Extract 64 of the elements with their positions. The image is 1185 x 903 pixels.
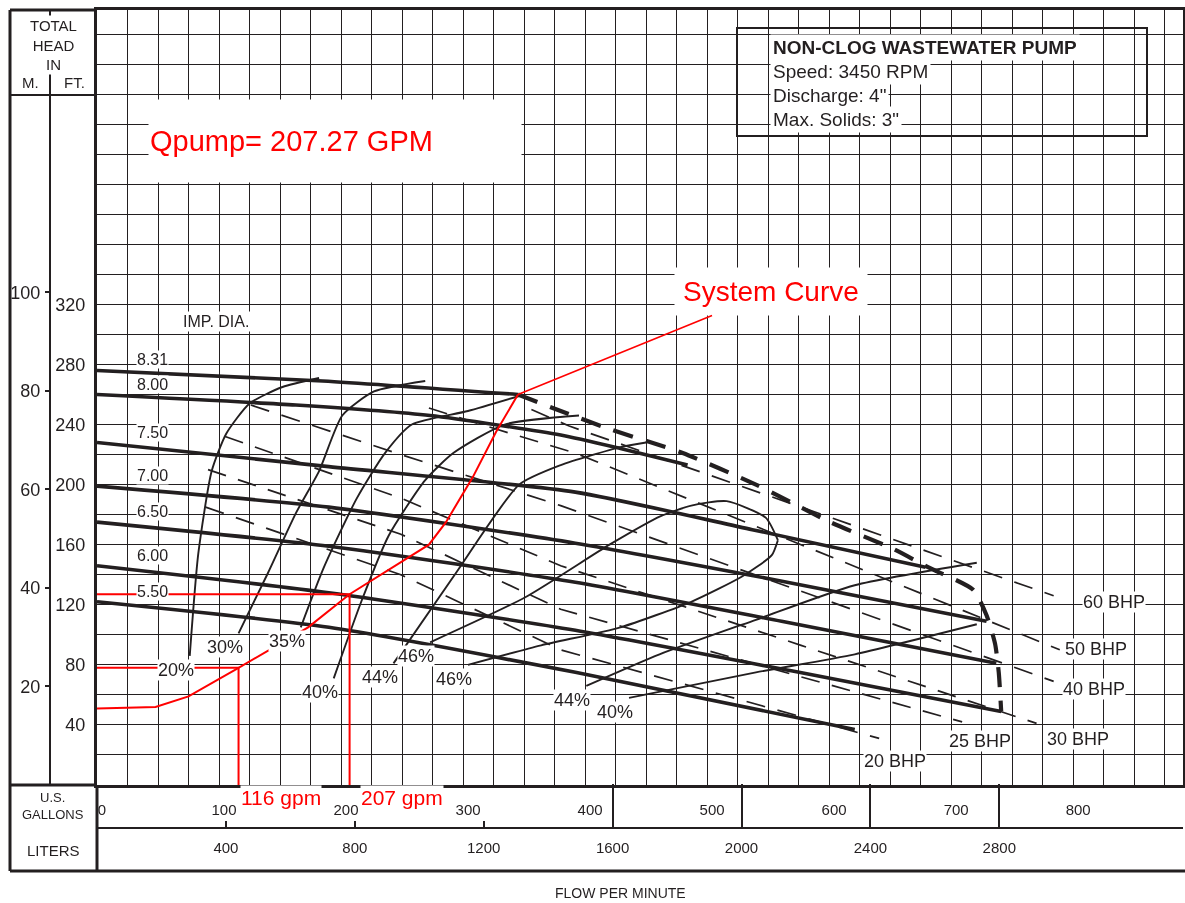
x2-tick-label: 2400 (853, 839, 888, 856)
annotation: 207 gpm (361, 786, 443, 809)
series-label: 20% (158, 660, 195, 680)
x-axis-title: U.S. GALLONS (22, 790, 84, 822)
annotation: System Curve (683, 276, 859, 307)
annotation: Qpump= 207.27 GPM (150, 125, 433, 157)
y2-axis-title: M. (22, 74, 39, 91)
text: Speed: 3450 RPM Discharge: 4" Max. Solids: 3" (773, 61, 929, 130)
x2-tick-label: 1600 (595, 839, 630, 856)
series-label: 44% (362, 667, 399, 687)
series-label: 20 BHP (864, 751, 927, 771)
y-tick-label: 80 (65, 655, 86, 676)
x-tick-label: 700 (943, 801, 969, 818)
series-label: 44% (554, 690, 591, 710)
y-tick-label: 120 (55, 595, 86, 616)
y2-tick-label: 20 (20, 676, 41, 697)
text: FLOW PER MINUTE (555, 885, 686, 901)
y2-tick-label: 80 (20, 381, 41, 402)
series-label: 46% (436, 669, 473, 689)
x2-tick-label: 2800 (982, 839, 1016, 856)
y-tick-label: 240 (55, 414, 86, 435)
annotation: IMP. DIA. (183, 313, 250, 330)
text: TOTAL HEAD IN (30, 17, 77, 73)
x-tick-label: 200 (333, 801, 359, 818)
series-label: 60 BHP (1083, 592, 1146, 612)
x-tick-label: 0 (97, 801, 107, 818)
series-label: 7.50 (137, 424, 169, 441)
x-tick-label: 800 (1065, 801, 1091, 818)
series-label: 40% (597, 702, 634, 722)
series-label: 35% (269, 631, 306, 651)
annotation: 116 gpm (241, 786, 322, 809)
series-label: 7.00 (137, 467, 169, 484)
y-tick-label: 200 (55, 474, 86, 495)
series-label: 6.50 (137, 503, 169, 520)
series-label: 8.00 (137, 376, 169, 393)
y2-tick-label: 40 (20, 578, 41, 599)
y-axis-title: FT. (64, 74, 85, 91)
series-label: 46% (398, 646, 435, 666)
x-tick-label: 100 (211, 801, 237, 818)
series-label: 40% (302, 682, 339, 702)
series-label: 40 BHP (1063, 679, 1126, 699)
y-tick-label: 40 (65, 715, 86, 736)
series-label: 50 BHP (1065, 639, 1128, 659)
y2-tick-label: 60 (20, 479, 41, 500)
x-tick-label: 600 (821, 801, 847, 818)
x2-tick-label: 400 (213, 839, 239, 856)
x-tick-label: 500 (699, 801, 725, 818)
y-tick-label: 320 (55, 294, 86, 315)
x2-tick-label: 1200 (467, 839, 501, 856)
series-label: 5.50 (137, 583, 169, 600)
series-label: 25 BHP (949, 731, 1012, 751)
x2-tick-label: 2000 (724, 839, 759, 856)
series-label: 30% (207, 637, 244, 657)
x-tick-label: 400 (577, 801, 603, 818)
x2-axis-title: LITERS (27, 842, 80, 859)
x2-tick-label: 800 (342, 839, 368, 856)
y-tick-label: 280 (55, 354, 86, 375)
series-label: 30 BHP (1047, 729, 1110, 749)
x-tick-label: 300 (455, 801, 481, 818)
series-label: 6.00 (137, 547, 169, 564)
text: NON-CLOG WASTEWATER PUMP (773, 37, 1077, 58)
series-label: 8.31 (137, 351, 169, 368)
y-tick-label: 160 (55, 534, 86, 555)
y2-tick-label: 100 (10, 282, 41, 303)
